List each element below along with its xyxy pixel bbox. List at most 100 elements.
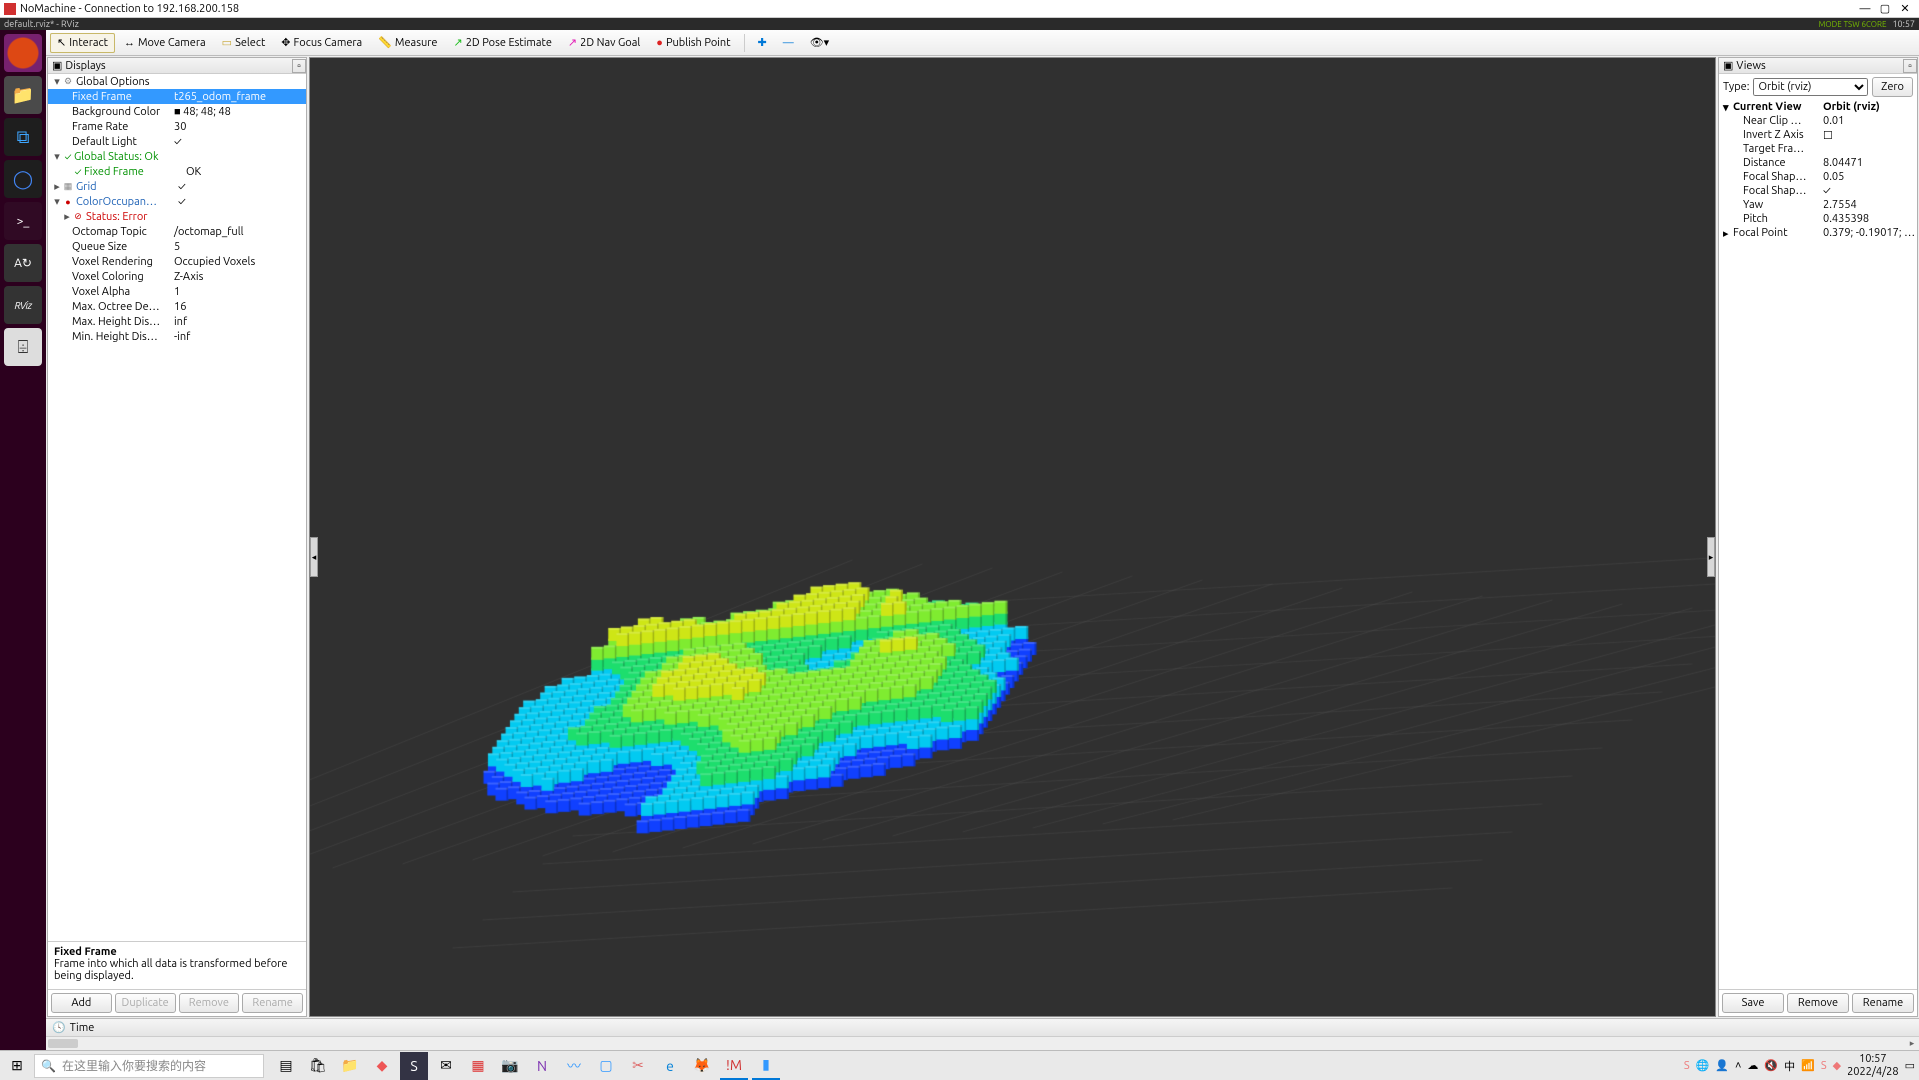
tree-row[interactable]: Background Color■ 48; 48; 48	[48, 104, 306, 119]
tool-move-camera[interactable]: ↔Move Camera	[117, 33, 213, 53]
tree-row[interactable]: Octomap Topic/octomap_full	[48, 224, 306, 239]
tool-view-icon[interactable]: 👁▾	[803, 33, 837, 53]
tool-select[interactable]: ▭Select	[215, 33, 273, 53]
tree-row[interactable]: Frame Rate30	[48, 119, 306, 134]
launcher-vscode-icon[interactable]	[4, 118, 42, 156]
remote-top-bar: default.rviz* - RViz MODE TSW 6CORE 10:5…	[0, 18, 1919, 30]
tree-row[interactable]: ▸⊘Status: Error	[48, 209, 306, 224]
taskbar-snip-icon[interactable]: ✂	[624, 1052, 652, 1080]
views-close-icon[interactable]: ▫	[1903, 59, 1917, 73]
views-row[interactable]: Target Fra…	[1719, 142, 1917, 156]
tree-row[interactable]: Min. Height Dis…-inf	[48, 329, 306, 344]
collapse-right-icon[interactable]: ▸	[1707, 537, 1715, 577]
views-rename-button[interactable]: Rename	[1852, 993, 1914, 1013]
displays-panel: ▣Displays ▫ ▾⚙Global OptionsFixed Framet…	[47, 57, 307, 1017]
taskbar-camera-icon[interactable]: 📷	[496, 1052, 524, 1080]
launcher-terminal-icon[interactable]	[4, 202, 42, 240]
time-panel: 🕓Time	[46, 1018, 1919, 1036]
tree-row[interactable]: Max. Height Dis…inf	[48, 314, 306, 329]
horizontal-scrollbar[interactable]: ◂▸	[46, 1036, 1919, 1050]
displays-remove-button[interactable]: Remove	[179, 993, 240, 1013]
tray-app-icon[interactable]: S	[1821, 1060, 1827, 1072]
views-row[interactable]: Invert Z Axis☐	[1719, 128, 1917, 142]
tray-people-icon[interactable]: 👤	[1715, 1059, 1729, 1072]
3d-viewport[interactable]: ◂ ▸	[309, 57, 1716, 1017]
taskbar-app6-icon[interactable]: ▮	[752, 1052, 780, 1080]
taskbar-edge-icon[interactable]: e	[656, 1052, 684, 1080]
tree-row[interactable]: ▸▦Grid✓	[48, 179, 306, 194]
close-button[interactable]: ✕	[1895, 2, 1915, 16]
displays-close-icon[interactable]: ▫	[292, 59, 306, 73]
views-row[interactable]: ▾Current ViewOrbit (rviz)	[1719, 100, 1917, 114]
tree-row[interactable]: Fixed Framet265_odom_frame	[48, 89, 306, 104]
tree-row[interactable]: Default Light✓	[48, 134, 306, 149]
tray-icon[interactable]: S	[1684, 1060, 1690, 1072]
taskbar-app2-icon[interactable]: S	[400, 1052, 428, 1080]
taskbar-app4-icon[interactable]: 〰	[560, 1052, 588, 1080]
tray-volume-icon[interactable]: 🔇	[1764, 1059, 1778, 1072]
tree-row[interactable]: ▾⚙Global Options	[48, 74, 306, 89]
tool-interact[interactable]: ↖Interact	[50, 33, 115, 53]
taskbar-app1-icon[interactable]: ◆	[368, 1052, 396, 1080]
tree-row[interactable]: ▾●ColorOccupan…✓	[48, 194, 306, 209]
tool-publish-point[interactable]: ●Publish Point	[649, 33, 737, 53]
tool-2d-nav-goal[interactable]: ↗2D Nav Goal	[561, 33, 647, 53]
tree-row[interactable]: Voxel ColoringZ-Axis	[48, 269, 306, 284]
views-row[interactable]: Focal Shap…✓	[1719, 184, 1917, 198]
taskbar-onenote-icon[interactable]: N	[528, 1052, 556, 1080]
tray-onedrive-icon[interactable]: ☁	[1747, 1059, 1758, 1072]
tree-row[interactable]: Max. Octree De…16	[48, 299, 306, 314]
displays-duplicate-button[interactable]: Duplicate	[115, 993, 176, 1013]
displays-add-button[interactable]: Add	[51, 993, 112, 1013]
views-remove-button[interactable]: Remove	[1787, 993, 1849, 1013]
tool-add-icon[interactable]: ✚	[751, 33, 774, 53]
tool-measure[interactable]: 📏Measure	[371, 33, 444, 53]
tray-chevron-icon[interactable]: ˄	[1735, 1060, 1741, 1072]
maximize-button[interactable]: ▢	[1875, 2, 1895, 16]
taskbar-explorer-icon[interactable]: 📁	[336, 1052, 364, 1080]
tray-app2-icon[interactable]: ◆	[1833, 1059, 1841, 1072]
views-tree[interactable]: ▾Current ViewOrbit (rviz)Near Clip …0.01…	[1719, 100, 1917, 989]
tree-row[interactable]: ▾✓Global Status: Ok	[48, 149, 306, 164]
tray-notifications-icon[interactable]: ▭	[1905, 1059, 1915, 1072]
collapse-left-icon[interactable]: ◂	[310, 537, 318, 577]
tray-globe-icon[interactable]: 🌐	[1696, 1059, 1710, 1072]
taskbar-nomachine-icon[interactable]: !M	[720, 1052, 748, 1080]
launcher-dash-icon[interactable]	[4, 34, 42, 72]
views-save-button[interactable]: Save	[1722, 993, 1784, 1013]
launcher-files-icon[interactable]	[4, 76, 42, 114]
tool-2d-pose-estimate[interactable]: ↗2D Pose Estimate	[446, 33, 558, 53]
tray-clock[interactable]: 10:57 2022/4/28	[1847, 1053, 1899, 1077]
tree-row[interactable]: Voxel RenderingOccupied Voxels	[48, 254, 306, 269]
taskbar-app3-icon[interactable]: ▦	[464, 1052, 492, 1080]
taskbar-firefox-icon[interactable]: 🦊	[688, 1052, 716, 1080]
views-row[interactable]: Distance8.04471	[1719, 156, 1917, 170]
launcher-rviz-icon[interactable]	[4, 286, 42, 324]
launcher-drive-icon[interactable]	[4, 328, 42, 366]
displays-tree[interactable]: ▾⚙Global OptionsFixed Framet265_odom_fra…	[48, 74, 306, 941]
views-row[interactable]: Yaw2.7554	[1719, 198, 1917, 212]
tool-remove-icon[interactable]: —	[776, 33, 801, 53]
start-button[interactable]: ⊞	[0, 1051, 34, 1080]
launcher-updater-icon[interactable]	[4, 244, 42, 282]
displays-rename-button[interactable]: Rename	[242, 993, 303, 1013]
tree-row[interactable]: Voxel Alpha1	[48, 284, 306, 299]
launcher-browser-icon[interactable]	[4, 160, 42, 198]
views-row[interactable]: Focal Shap…0.05	[1719, 170, 1917, 184]
views-row[interactable]: Pitch0.435398	[1719, 212, 1917, 226]
views-row[interactable]: ▸Focal Point0.379; -0.19017; …	[1719, 226, 1917, 240]
views-type-select[interactable]: Orbit (rviz)	[1753, 78, 1868, 96]
taskbar-search[interactable]: 🔍 在这里输入你要搜索的内容	[34, 1054, 264, 1078]
tree-row[interactable]: Queue Size5	[48, 239, 306, 254]
tree-row[interactable]: ✓Fixed FrameOK	[48, 164, 306, 179]
taskview-icon[interactable]: ▤	[272, 1052, 300, 1080]
tray-wifi-icon[interactable]: 📶	[1801, 1059, 1815, 1072]
taskbar-store-icon[interactable]: 🛍	[304, 1052, 332, 1080]
views-zero-button[interactable]: Zero	[1872, 77, 1913, 97]
tray-ime-icon[interactable]: 中	[1784, 1058, 1795, 1074]
taskbar-app5-icon[interactable]: ▢	[592, 1052, 620, 1080]
tool-focus-camera[interactable]: ✥Focus Camera	[274, 33, 369, 53]
taskbar-mail-icon[interactable]: ✉	[432, 1052, 460, 1080]
minimize-button[interactable]: —	[1855, 2, 1875, 16]
views-row[interactable]: Near Clip …0.01	[1719, 114, 1917, 128]
